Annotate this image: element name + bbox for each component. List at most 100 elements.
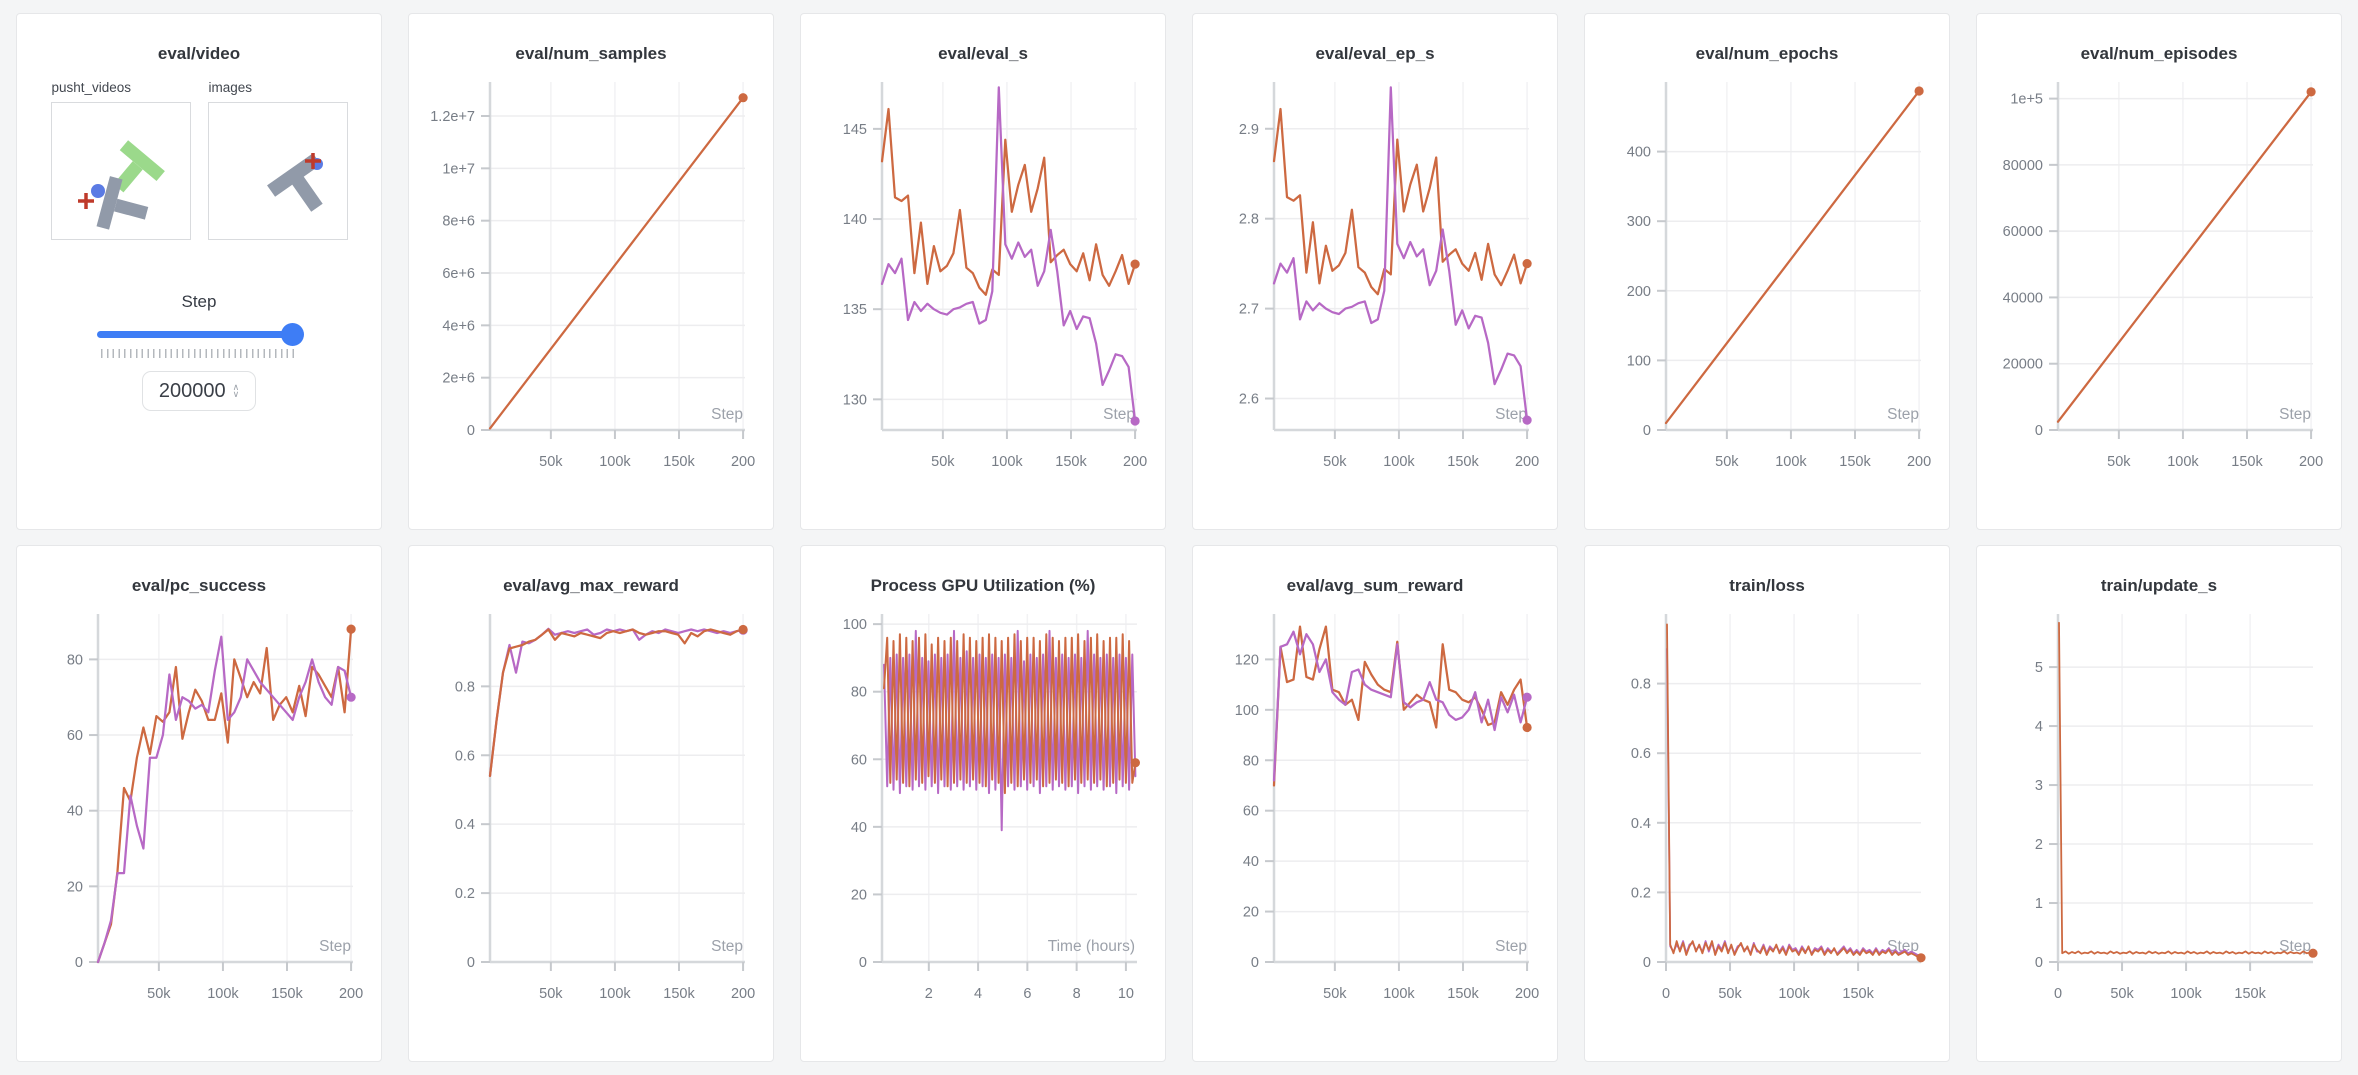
svg-text:60: 60 (851, 752, 867, 768)
svg-text:80: 80 (851, 685, 867, 701)
step-slider-ticks (101, 349, 297, 358)
svg-text:8e+6: 8e+6 (442, 214, 475, 230)
svg-text:8: 8 (1073, 986, 1081, 1002)
svg-text:2.8: 2.8 (1239, 212, 1259, 228)
svg-text:4: 4 (2035, 719, 2043, 735)
svg-text:150k: 150k (1447, 986, 1479, 1002)
svg-text:0: 0 (2035, 955, 2043, 971)
svg-text:3: 3 (2035, 778, 2043, 794)
svg-text:0: 0 (467, 955, 475, 971)
panel-gpu-utilization: Process GPU Utilization (%) 2 4 6 8 10 0 20 40 6… (800, 545, 1166, 1062)
svg-text:20: 20 (67, 879, 83, 895)
svg-text:100k: 100k (599, 454, 631, 470)
svg-text:50k: 50k (1323, 454, 1347, 470)
svg-text:100k: 100k (1383, 986, 1415, 1002)
chart-title: Process GPU Utilization (%) (870, 576, 1096, 595)
svg-text:0.8: 0.8 (455, 679, 475, 695)
chart-title: eval/pc_success (131, 576, 267, 595)
svg-text:50k: 50k (2107, 454, 2131, 470)
svg-text:40: 40 (67, 804, 83, 820)
chart-eval-num-epochs[interactable]: 50k 100k 150k 200 0 100 200 300 400 Step (1600, 68, 1934, 488)
media-thumbnails: pusht_videos (17, 80, 381, 240)
svg-text:40: 40 (851, 820, 867, 836)
svg-text:0.2: 0.2 (1631, 885, 1651, 901)
svg-text:400: 400 (1627, 145, 1651, 161)
stepper-down-icon[interactable]: ∨ (232, 389, 240, 399)
panel-eval-pc-success: eval/pc_success 50k 100k 150k 200 0 20 40 60 80 S… (16, 545, 382, 1062)
svg-text:0: 0 (1251, 955, 1259, 971)
panel-eval-num-episodes: eval/num_episodes 50k 100k 150k 200 0 20000 40… (1976, 13, 2342, 530)
step-slider-track[interactable] (97, 331, 301, 338)
svg-text:100k: 100k (991, 454, 1023, 470)
svg-text:0.8: 0.8 (1631, 677, 1651, 693)
pusht-video-thumbnail[interactable] (50, 102, 191, 240)
svg-text:2e+6: 2e+6 (442, 371, 475, 387)
panel-eval-num-epochs: eval/num_epochs 50k 100k 150k 200 0 100 200 300… (1584, 13, 1950, 530)
step-slider-knob[interactable] (281, 323, 304, 346)
svg-text:200: 200 (731, 454, 755, 470)
svg-text:80000: 80000 (2003, 158, 2043, 174)
svg-text:100k: 100k (2167, 454, 2199, 470)
svg-text:0: 0 (1643, 423, 1651, 439)
svg-text:0: 0 (1643, 955, 1651, 971)
step-input[interactable]: 200000 ∧ ∨ (142, 371, 256, 411)
chart-eval-num-samples[interactable]: 50k 100k 150k 200 0 2e+6 4e+6 6e+6 8e+6 1e+7 1.2e+… (424, 68, 758, 488)
svg-text:10: 10 (1118, 986, 1134, 1002)
panel-eval-video: eval/video pusht_videos (16, 13, 382, 530)
svg-text:2.7: 2.7 (1239, 302, 1259, 318)
svg-text:50k: 50k (931, 454, 955, 470)
svg-text:50k: 50k (2110, 986, 2134, 1002)
stepper-up-icon[interactable]: ∧ (232, 382, 240, 392)
stepper-arrows-icon[interactable]: ∧ ∨ (232, 382, 240, 399)
svg-text:50k: 50k (1718, 986, 1742, 1002)
svg-text:0: 0 (1662, 986, 1670, 1002)
svg-text:0.6: 0.6 (455, 748, 475, 764)
step-input-value[interactable]: 200000 (158, 379, 226, 402)
svg-text:2.6: 2.6 (1239, 392, 1259, 408)
media-thumb-pusht-videos: pusht_videos (50, 80, 191, 240)
chart-eval-pc-success[interactable]: 50k 100k 150k 200 0 20 40 60 80 Step (32, 600, 366, 1020)
panel-eval-eval-s: eval/eval_s 50k 100k 150k 200 130 135 140 145 St… (800, 13, 1166, 530)
svg-text:0: 0 (467, 423, 475, 439)
agent-dot (90, 184, 105, 198)
chart-eval-avg-sum-reward[interactable]: 50k 100k 150k 200 0 20 40 60 80 100 120 Step (1208, 600, 1542, 1020)
svg-text:6: 6 (1023, 986, 1031, 1002)
svg-text:200: 200 (1627, 284, 1651, 300)
svg-text:50k: 50k (539, 454, 563, 470)
svg-text:Step: Step (1495, 406, 1527, 423)
svg-text:100k: 100k (1778, 986, 1810, 1002)
svg-text:145: 145 (843, 122, 867, 138)
svg-text:100k: 100k (1383, 454, 1415, 470)
gray-t-shape (266, 153, 323, 212)
chart-title: eval/num_epochs (1695, 44, 1839, 63)
svg-text:100: 100 (1235, 703, 1259, 719)
svg-text:150k: 150k (663, 454, 695, 470)
svg-text:Step: Step (1103, 406, 1135, 423)
images-thumbnail[interactable] (207, 102, 348, 240)
svg-text:Step: Step (711, 406, 743, 423)
svg-text:0: 0 (2035, 423, 2043, 439)
svg-text:6e+6: 6e+6 (442, 266, 475, 282)
panel-train-update-s: train/update_s 0 50k 100k 150k 0 1 2 3 4 5 Step (1976, 545, 2342, 1062)
svg-text:1: 1 (2035, 896, 2043, 912)
svg-text:Step: Step (319, 938, 351, 955)
step-slider-label: Step (181, 292, 217, 311)
svg-text:80: 80 (1243, 753, 1259, 769)
chart-eval-eval-ep-s[interactable]: 50k 100k 150k 200 2.6 2.7 2.8 2.9 Step (1208, 68, 1542, 488)
step-slider[interactable] (97, 323, 304, 346)
panel-eval-eval-ep-s: eval/eval_ep_s 50k 100k 150k 200 2.6 2.7 2.8 2.… (1192, 13, 1558, 530)
pusht-scene-image (266, 153, 323, 212)
chart-eval-num-episodes[interactable]: 50k 100k 150k 200 0 20000 40000 60000 80000 1e+5 S… (1992, 68, 2326, 488)
svg-text:0: 0 (2054, 986, 2062, 1002)
svg-text:150k: 150k (1447, 454, 1479, 470)
chart-title: eval/avg_sum_reward (1286, 576, 1464, 595)
chart-eval-eval-s[interactable]: 50k 100k 150k 200 130 135 140 145 Step (816, 68, 1150, 488)
chart-eval-avg-max-reward[interactable]: 50k 100k 150k 200 0 0.2 0.4 0.6 0.8 Step (424, 600, 758, 1020)
svg-text:100k: 100k (1775, 454, 1807, 470)
svg-text:200: 200 (1123, 454, 1147, 470)
svg-text:0.2: 0.2 (455, 886, 475, 902)
